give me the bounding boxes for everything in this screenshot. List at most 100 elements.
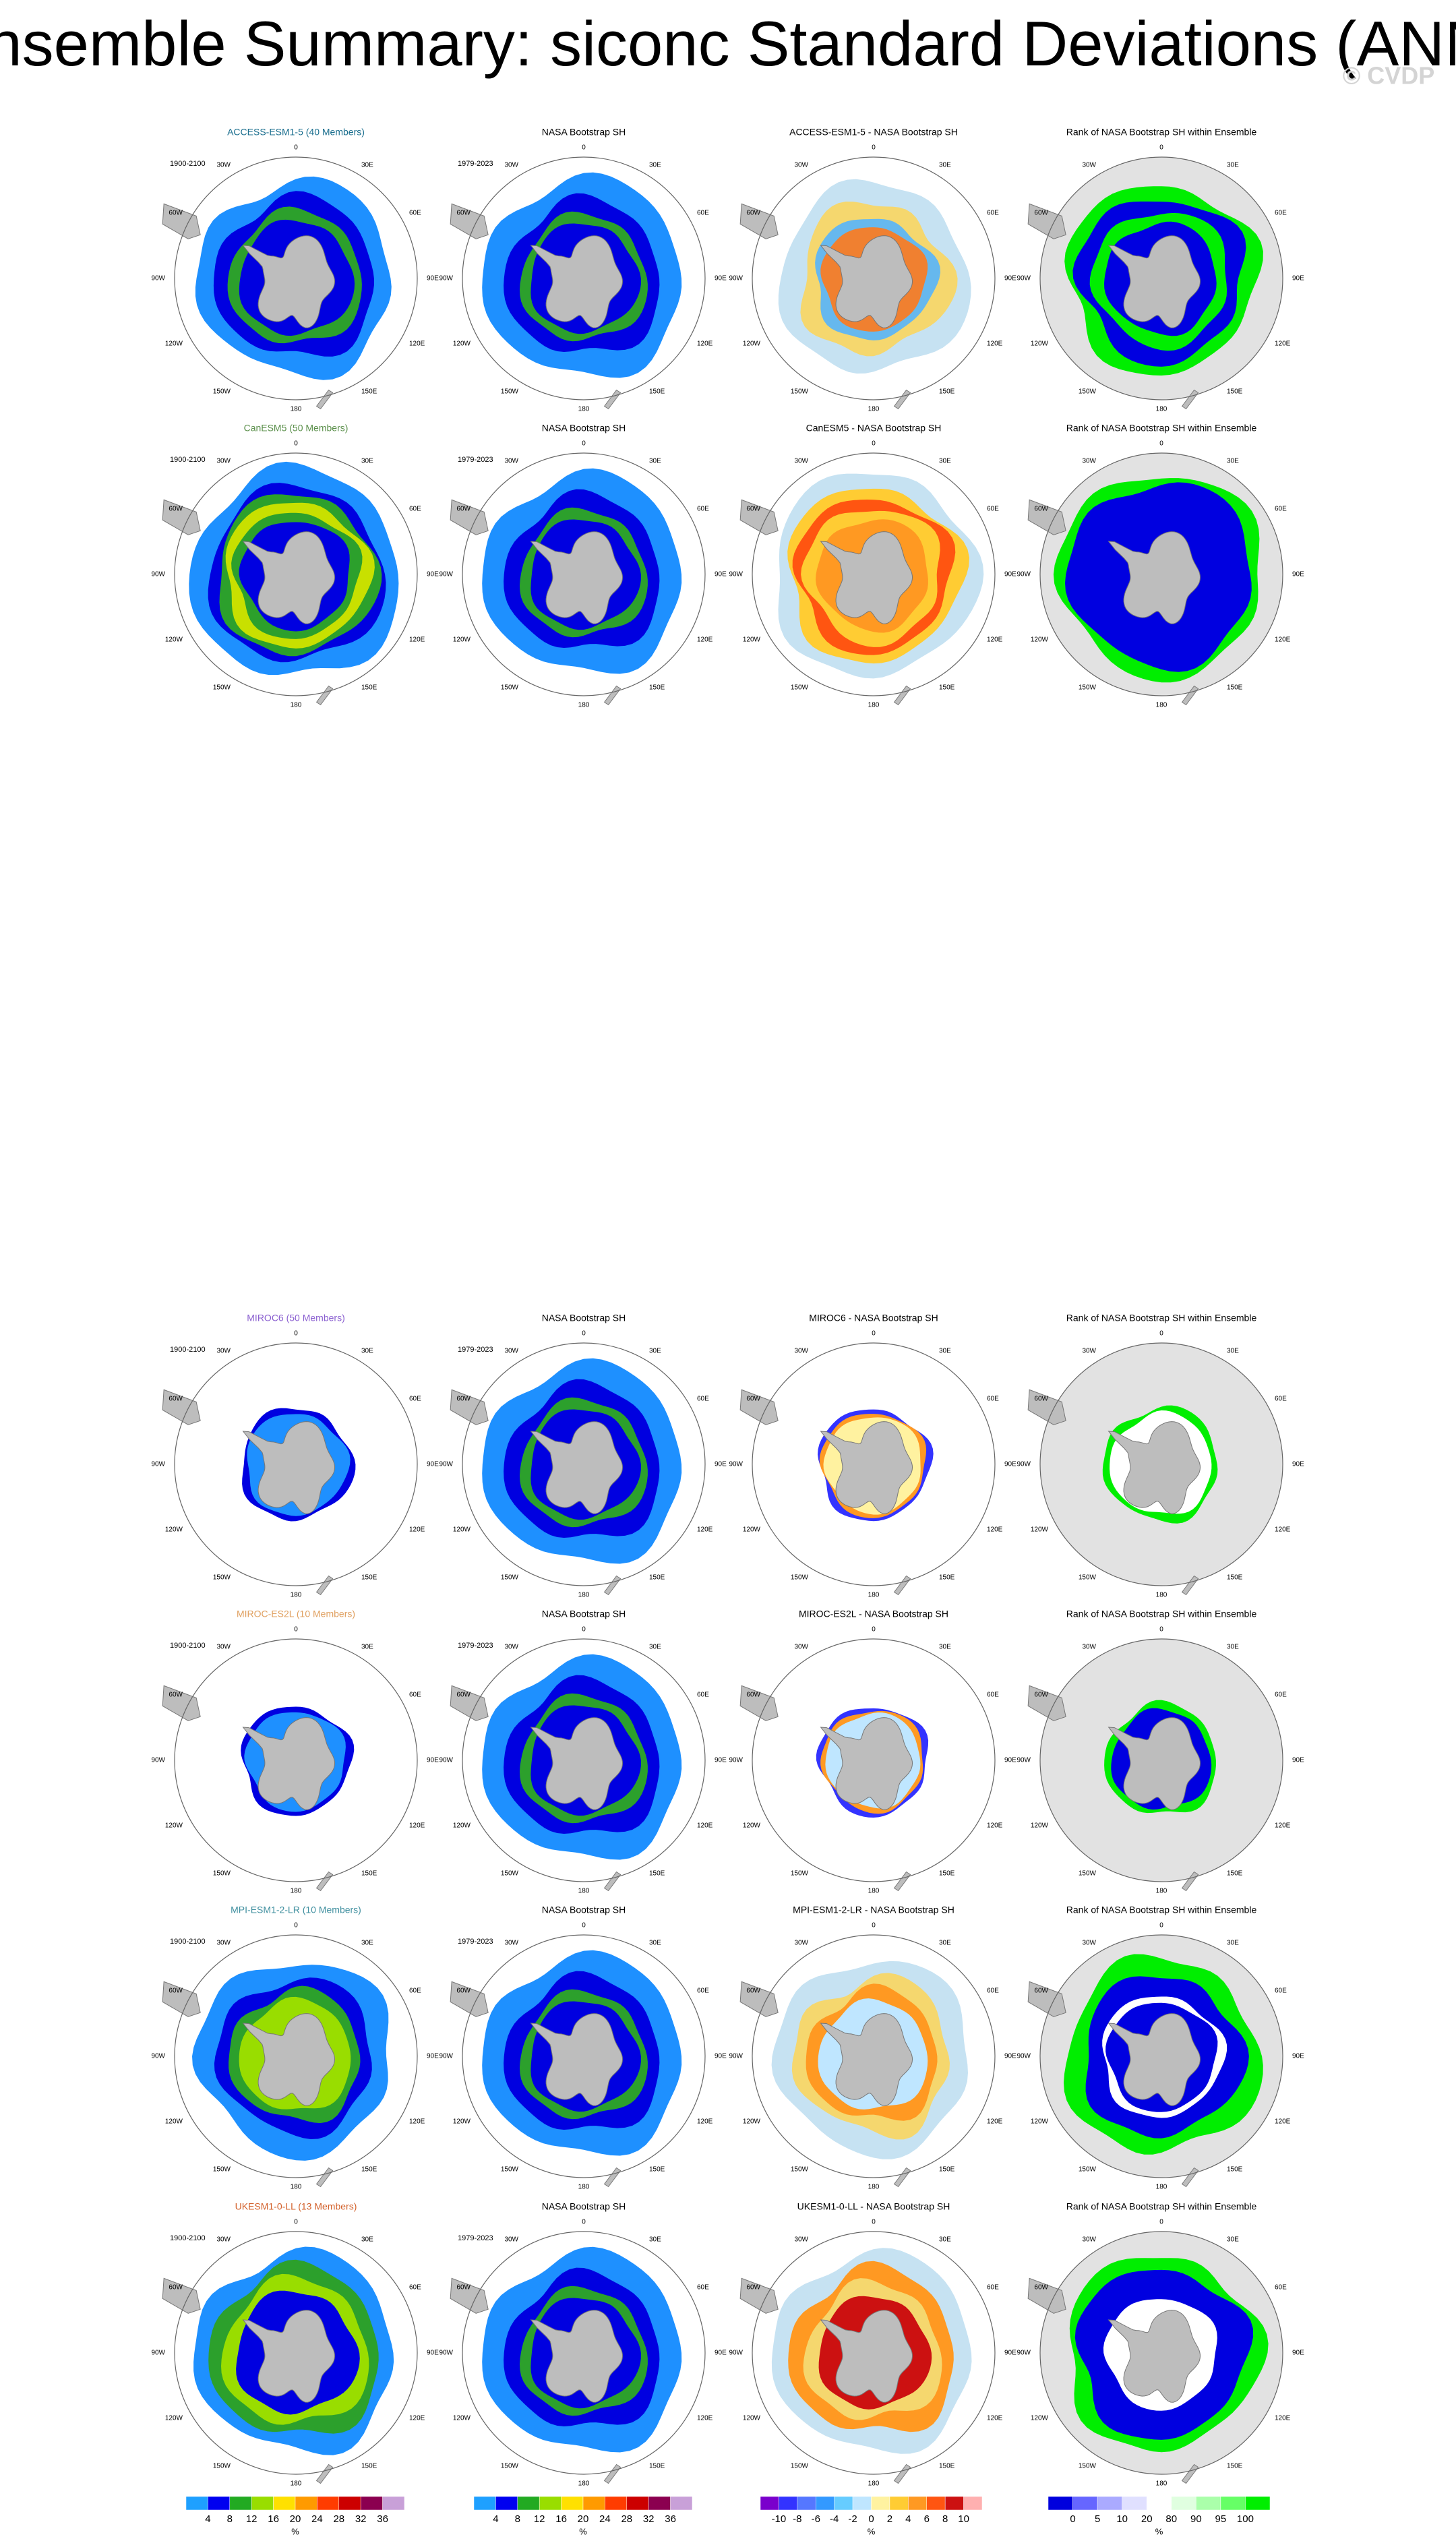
colorbar-box: [251, 2496, 274, 2511]
south-america: [450, 1685, 489, 1721]
longitude-label: 30E: [649, 162, 661, 169]
longitude-label: 90E: [1004, 275, 1017, 282]
model-title: ACCESS-ESM1-5 (40 Members): [227, 127, 365, 138]
longitude-label: 30E: [939, 458, 951, 465]
longitude-label: 120E: [1275, 2118, 1291, 2126]
map-border: [752, 1638, 996, 1882]
longitude-label: 180: [868, 702, 880, 709]
longitude-label: 30W: [504, 2236, 518, 2244]
longitude-label: 0: [582, 144, 586, 152]
new-zealand: [603, 685, 621, 706]
longitude-label: 60E: [1275, 210, 1287, 217]
longitude-label: 90E: [1004, 2053, 1017, 2060]
longitude-label: 90W: [439, 275, 453, 282]
page-title: Ensemble Summary: siconc Standard Deviat…: [0, 8, 1456, 79]
longitude-label: 90E: [427, 2053, 439, 2060]
new-zealand: [893, 389, 911, 410]
obs-title: NASA Bootstrap SH: [542, 127, 626, 138]
diff-title: MPI-ESM1-2-LR - NASA Bootstrap SH: [793, 1905, 954, 1915]
antarctica: [1108, 1717, 1201, 1810]
colorbar-unit: %: [1155, 2526, 1163, 2536]
longitude-label: 120E: [987, 1526, 1003, 1534]
colorbar-unit: %: [868, 2526, 876, 2536]
polar-map: 0 30E 60E 90E 120E 150E 180 150W 120W 90W 60W 30W: [1017, 1922, 1304, 2191]
longitude-label: 120E: [697, 2415, 713, 2422]
colorbar-box: [360, 2496, 383, 2511]
colorbar-label: -4: [830, 2513, 839, 2525]
polar-map: 0 30E 60E 90E 120E 150E 180 150W 120W 90W 60W 30W: [1017, 2219, 1304, 2488]
longitude-label: 180: [578, 1592, 590, 1599]
longitude-label: 60E: [697, 1396, 709, 1403]
colorbar-box: [1196, 2496, 1221, 2511]
longitude-label: 0: [294, 440, 298, 448]
longitude-label: 60W: [169, 1987, 183, 1995]
longitude-label: 120E: [409, 1822, 425, 1830]
colorbar-box: [273, 2496, 296, 2511]
longitude-label: 120W: [453, 2415, 471, 2422]
antarctica: [820, 1717, 913, 1810]
antarctica: [530, 531, 624, 624]
longitude-label: 60W: [169, 506, 183, 513]
longitude-label: 150E: [939, 1870, 955, 1878]
longitude-label: 60W: [746, 2284, 760, 2292]
south-america: [739, 1981, 779, 2017]
longitude-label: 90E: [1292, 2350, 1304, 2357]
longitude-label: 150W: [501, 2463, 519, 2470]
longitude-label: 30W: [794, 2236, 808, 2244]
obs-title: NASA Bootstrap SH: [542, 423, 626, 434]
longitude-label: 30W: [794, 1940, 808, 1947]
longitude-label: 30E: [649, 1348, 661, 1355]
colorbar-box: [382, 2496, 405, 2511]
longitude-label: 60E: [409, 506, 421, 513]
antarctica: [820, 235, 913, 328]
antarctica: [1108, 2310, 1201, 2403]
longitude-label: 150E: [649, 1574, 665, 1582]
longitude-label: 90W: [151, 2053, 165, 2060]
longitude-label: 150W: [791, 388, 809, 396]
polar-map: 0 30E 60E 90E 120E 150E 180 150W 120W 90W 60W 30W: [439, 2219, 727, 2488]
colorbar-label: 4: [205, 2513, 210, 2525]
longitude-label: 30E: [1227, 1644, 1239, 1651]
antarctica: [530, 2013, 624, 2106]
antarctica: [530, 1421, 624, 1514]
longitude-label: 90E: [715, 275, 727, 282]
polar-map: 0 30E 60E 90E 120E 150E 180 150W 120W 90W 60W 30W: [151, 1626, 439, 1895]
longitude-label: 120W: [1031, 636, 1049, 644]
map-border: [462, 1342, 706, 1586]
colorbar-box: [834, 2496, 853, 2511]
south-america: [1027, 1981, 1066, 2017]
longitude-label: 120E: [987, 636, 1003, 644]
longitude-label: 30W: [1082, 1348, 1096, 1355]
diff-title: ACCESS-ESM1-5 - NASA Bootstrap SH: [789, 127, 958, 138]
longitude-label: 30W: [216, 1644, 231, 1651]
new-zealand: [1181, 1575, 1199, 1596]
new-zealand: [1181, 1871, 1199, 1892]
longitude-label: 60E: [409, 1987, 421, 1995]
colorbar-box: [495, 2496, 518, 2511]
colorbar-label: 8: [515, 2513, 520, 2525]
map-border: [174, 1638, 418, 1882]
antarctica: [820, 531, 913, 624]
colorbar: -10 -8 -6 -4 -2 0 2 4 6 8 10%: [760, 2496, 983, 2536]
polar-map: 0 30E 60E 90E 120E 150E 180 150W 120W 90W 60W 30W: [439, 1330, 727, 1599]
south-america: [450, 1389, 489, 1425]
colorbar-box: [1220, 2496, 1246, 2511]
longitude-label: 150W: [501, 1870, 519, 1878]
diff-title: MIROC6 - NASA Bootstrap SH: [809, 1313, 938, 1323]
colorbar-label: 20: [1141, 2513, 1153, 2525]
longitude-label: 90W: [439, 1461, 453, 1468]
colorbar-box: [797, 2496, 816, 2511]
longitude-label: 30W: [504, 162, 518, 169]
map-border: [462, 156, 706, 400]
polar-map: 0 30E 60E 90E 120E 150E 180 150W 120W 90W 60W 30W: [729, 144, 1017, 413]
longitude-label: 30W: [794, 458, 808, 465]
longitude-label: 0: [294, 1626, 298, 1634]
map-border: [752, 1934, 996, 2178]
map-border: [174, 1342, 418, 1586]
colorbar-box: [539, 2496, 562, 2511]
polar-map: 0 30E 60E 90E 120E 150E 180 150W 120W 90W 60W 30W: [1017, 1330, 1304, 1599]
colorbar-box: [944, 2496, 964, 2511]
longitude-label: 180: [578, 2480, 590, 2488]
longitude-label: 150E: [361, 1870, 377, 1878]
longitude-label: 30E: [939, 1940, 951, 1947]
